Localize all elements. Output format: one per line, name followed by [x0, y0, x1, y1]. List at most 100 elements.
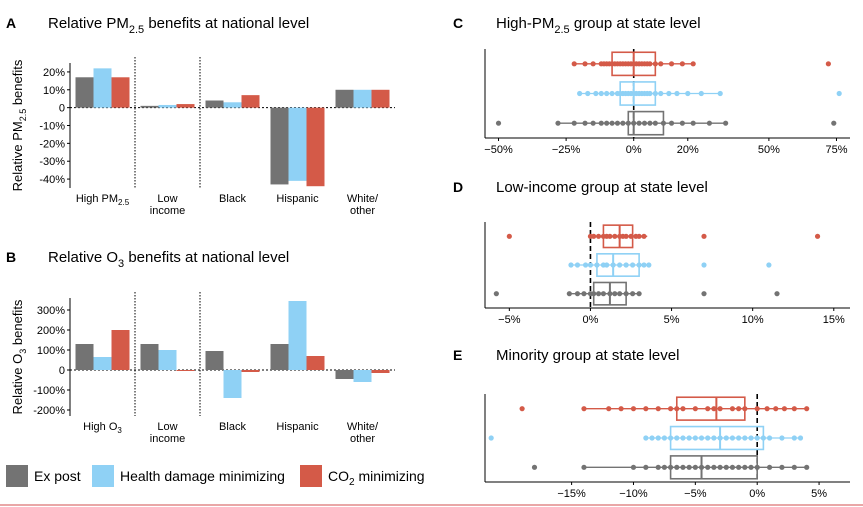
bar-co2-4 [371, 89, 390, 108]
panel-C: C High-PM2.5 group at state level −50% −25%… [453, 15, 850, 156]
point-ex_post [590, 120, 596, 126]
point-health [649, 435, 655, 441]
category-label: White/ [347, 421, 379, 433]
point-ex_post [717, 464, 723, 470]
point-ex_post [804, 464, 810, 470]
point-health [604, 262, 610, 268]
point-co2 [711, 406, 717, 412]
panel-letter: A [6, 15, 16, 31]
point-ex_post [617, 291, 623, 297]
category-label: Black [219, 193, 246, 205]
point-co2 [705, 406, 711, 412]
point-ex_post [574, 291, 581, 297]
point-health [630, 262, 636, 268]
box-co2 [602, 224, 634, 249]
point-ex_post [692, 464, 698, 470]
bar-co2-4 [371, 370, 390, 373]
y-tick-label: 300% [37, 305, 65, 317]
panel-title: High-PM2.5 group at state level [496, 15, 701, 36]
y-tick-label: -100% [33, 385, 65, 397]
point-ex_post [581, 464, 587, 470]
point-health [692, 435, 698, 441]
y-tick-label: 0 [59, 103, 65, 115]
category-label: High PM2.5 [76, 193, 130, 207]
point-health [488, 435, 494, 441]
category-label: Low [157, 421, 177, 433]
point-ex_post [630, 291, 636, 297]
box-health [619, 81, 657, 106]
point-health [742, 435, 748, 441]
bar-health-0 [93, 68, 112, 108]
point-co2 [581, 406, 587, 412]
bar-ex_post-0 [75, 344, 94, 370]
point-co2 [641, 233, 647, 239]
point-ex_post [791, 464, 797, 470]
bar-ex_post-3 [270, 344, 289, 370]
bar-co2-2 [241, 95, 260, 108]
point-health [766, 262, 772, 268]
point-ex_post [686, 464, 692, 470]
point-co2 [717, 406, 723, 412]
point-ex_post [630, 464, 637, 470]
point-ex_post [636, 291, 642, 297]
point-co2 [680, 406, 686, 412]
point-health [587, 262, 594, 268]
bar-co2-2 [241, 370, 260, 372]
point-ex_post [766, 464, 773, 470]
point-co2 [606, 406, 612, 412]
box-health [596, 253, 640, 277]
point-health [736, 435, 742, 441]
point-health [623, 262, 629, 268]
point-ex_post [612, 291, 618, 297]
point-ex_post [723, 464, 729, 470]
point-ex_post [609, 120, 615, 126]
point-health [779, 435, 785, 441]
legend-label: Ex post [34, 468, 81, 484]
panel-title: Minority group at state level [496, 347, 679, 364]
y-tick-label: 10% [43, 85, 65, 97]
legend-swatch-ex_post [6, 465, 28, 487]
y-tick-label: 100% [37, 345, 65, 357]
point-health [701, 262, 707, 268]
x-tick-label: −25% [552, 144, 581, 156]
y-tick-label: -200% [33, 405, 65, 417]
point-co2 [643, 406, 649, 412]
bar-health-2 [223, 102, 242, 108]
box-co2 [675, 396, 746, 421]
y-tick-label: -30% [39, 156, 65, 168]
category-label: income [150, 433, 185, 445]
point-co2 [506, 233, 512, 239]
point-health [685, 90, 691, 97]
y-tick-label: 0 [59, 365, 65, 377]
panel-letter: D [453, 179, 463, 195]
point-co2 [667, 406, 674, 412]
panel-letter: B [6, 249, 16, 265]
panel-D: D Low-income group at state level −5% 0% 5% 1… [453, 179, 850, 326]
point-ex_post [643, 464, 649, 470]
category-label: Hispanic [276, 421, 319, 433]
point-ex_post [582, 120, 588, 126]
category-label: White/ [347, 193, 379, 205]
point-ex_post [661, 464, 668, 470]
point-co2 [804, 406, 810, 412]
point-ex_post [736, 464, 742, 470]
x-tick-label: 5% [811, 488, 827, 500]
point-health [643, 435, 649, 441]
point-co2 [825, 61, 831, 67]
point-ex_post [779, 464, 785, 470]
point-health [698, 435, 705, 441]
bar-co2-3 [306, 356, 325, 370]
point-health [754, 435, 760, 441]
point-ex_post [493, 291, 499, 297]
point-health [674, 435, 680, 441]
point-ex_post [652, 120, 658, 126]
point-ex_post [742, 464, 748, 470]
point-co2 [773, 406, 779, 412]
point-ex_post [668, 120, 675, 126]
point-health [604, 90, 610, 97]
point-co2 [791, 406, 797, 412]
bar-co2-0 [111, 330, 130, 370]
point-health [705, 435, 711, 441]
bottom-border [0, 504, 863, 506]
point-co2 [764, 406, 770, 412]
